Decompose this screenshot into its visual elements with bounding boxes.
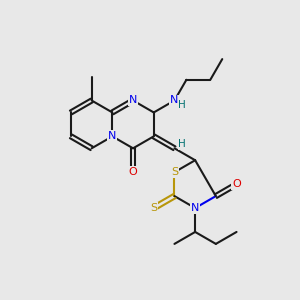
Text: N: N — [108, 131, 116, 141]
Text: O: O — [129, 167, 137, 177]
Text: N: N — [129, 95, 137, 106]
Text: S: S — [150, 203, 157, 213]
Text: N: N — [191, 203, 199, 213]
Text: O: O — [232, 179, 241, 189]
Text: H: H — [178, 100, 186, 110]
Text: H: H — [178, 139, 186, 149]
Text: N: N — [170, 95, 178, 106]
Text: S: S — [171, 167, 178, 177]
